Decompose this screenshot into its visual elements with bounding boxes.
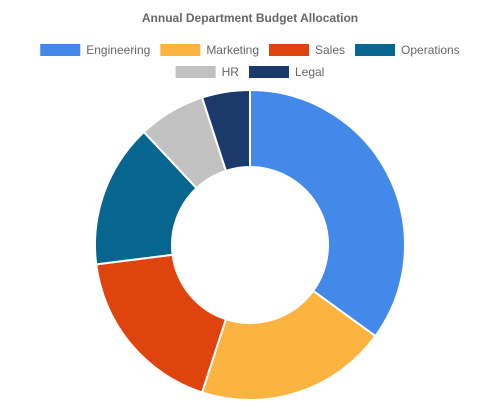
legend-swatch-legal [248,66,289,78]
slice-sales[interactable] [95,253,228,394]
legend-item-operations[interactable]: Operations [355,43,460,57]
legend-swatch-sales [269,44,310,56]
legend: Engineering Marketing Sales Operations HR Leg… [40,43,460,79]
slice-legal[interactable] [200,88,251,173]
legend-swatch-operations [355,44,396,56]
legend-item-engineering[interactable]: Engineering [40,43,150,57]
legend-item-hr[interactable]: HR [175,65,240,79]
legend-swatch-engineering [40,44,81,56]
slice-operations[interactable] [94,130,199,266]
slices [94,88,406,401]
legend-item-legal[interactable]: Legal [248,65,324,79]
legend-label-hr: HR [222,65,240,79]
chart-title: Annual Department Budget Allocation [142,11,358,25]
legend-label-operations: Operations [401,43,460,57]
slice-engineering[interactable] [249,88,406,338]
legend-swatch-hr [175,66,216,78]
legend-label-sales: Sales [315,43,345,57]
legend-swatch-marketing [160,44,201,56]
legend-item-sales[interactable]: Sales [269,43,345,57]
legend-label-legal: Legal [295,65,324,79]
legend-item-marketing[interactable]: Marketing [160,43,259,57]
slice-marketing[interactable] [200,289,377,401]
legend-label-engineering: Engineering [86,43,150,57]
legend-label-marketing: Marketing [206,43,259,57]
